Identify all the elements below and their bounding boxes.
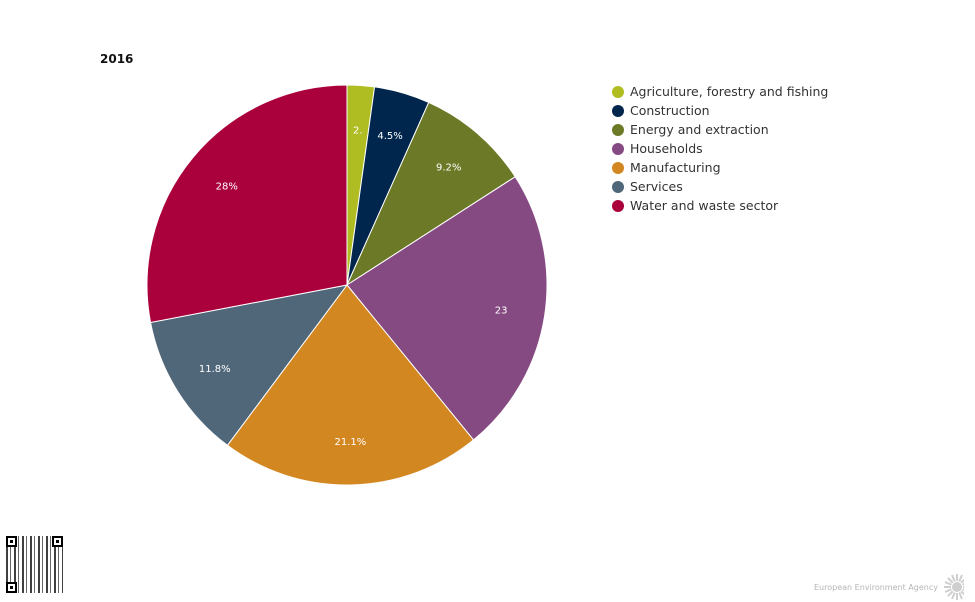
pie-slice[interactable] [146, 84, 348, 324]
legend-label: Construction [630, 103, 710, 118]
legend-label: Manufacturing [630, 160, 721, 175]
pie-slice[interactable] [346, 176, 548, 441]
slice-value-label: 28% [216, 182, 238, 193]
agency-branding: European Environment Agency [814, 574, 964, 600]
legend: Agriculture, forestry and fishing Constru… [612, 82, 828, 215]
legend-item[interactable]: Households [612, 139, 828, 158]
legend-item[interactable]: Agriculture, forestry and fishing [612, 82, 828, 101]
legend-item[interactable]: Energy and extraction [612, 120, 828, 139]
pie-slice[interactable] [345, 101, 516, 287]
legend-swatch [612, 104, 624, 117]
legend-swatch [612, 199, 624, 212]
legend-swatch [612, 142, 624, 155]
legend-label: Households [630, 141, 703, 156]
legend-item[interactable]: Manufacturing [612, 158, 828, 177]
slice-value-label: 11.8% [199, 364, 231, 375]
agency-name: European Environment Agency [814, 582, 938, 592]
pie-slice[interactable] [226, 284, 475, 486]
eea-logo-icon [943, 574, 964, 600]
slice-value-label: 4.5% [377, 131, 402, 142]
slice-value-label: 23 [495, 305, 508, 316]
chart-title: 2016 [100, 52, 134, 66]
legend-swatch [612, 161, 624, 174]
legend-item[interactable]: Construction [612, 101, 828, 120]
legend-label: Agriculture, forestry and fishing [630, 84, 829, 99]
legend-swatch [612, 180, 624, 193]
legend-label: Services [630, 179, 683, 194]
qr-code [6, 536, 63, 593]
slice-value-label: 9.2% [436, 163, 461, 174]
slice-value-label: 2. [353, 125, 363, 136]
pie-slice[interactable] [149, 284, 349, 447]
legend-swatch [612, 123, 624, 136]
legend-item[interactable]: Water and waste sector [612, 196, 828, 215]
legend-label: Energy and extraction [630, 122, 769, 137]
slice-value-label: 21.1% [335, 437, 367, 448]
legend-swatch [612, 85, 624, 98]
legend-label: Water and waste sector [630, 198, 779, 213]
legend-item[interactable]: Services [612, 177, 828, 196]
